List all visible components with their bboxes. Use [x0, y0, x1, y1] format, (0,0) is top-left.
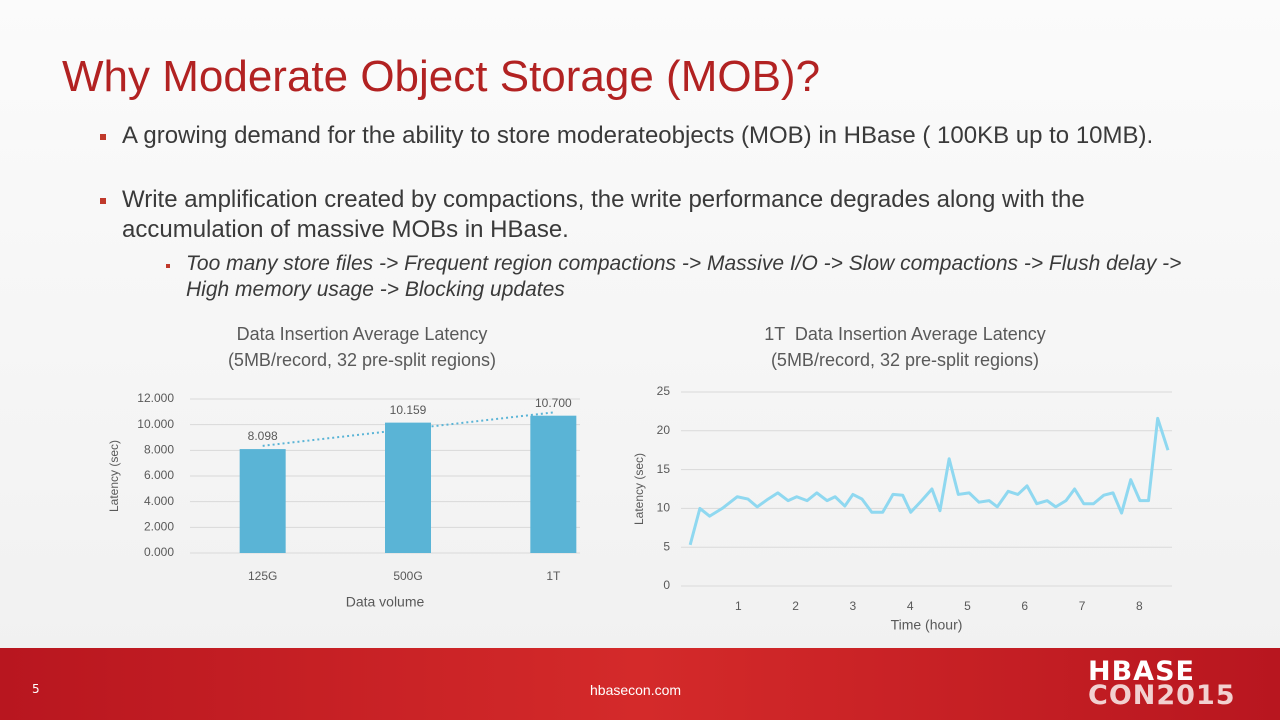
- footer: [0, 648, 1280, 720]
- trendline: [262, 411, 554, 447]
- chart-title: 1T Data Insertion Average Latency: [764, 324, 1046, 344]
- chart-title: Data Insertion Average Latency: [237, 324, 488, 344]
- x-tick-label: 1: [735, 599, 742, 613]
- sub-bullet: Too many store files -> Frequent region …: [186, 252, 1182, 301]
- sub-bullet-marker: [166, 264, 170, 268]
- slide-title: Why Moderate Object Storage (MOB)?: [62, 52, 821, 101]
- bullet-marker: [100, 134, 106, 140]
- data-label: 10.159: [390, 403, 427, 417]
- bar: [239, 449, 286, 553]
- y-tick-label: 15: [657, 462, 671, 476]
- x-axis-label: Data volume: [346, 594, 425, 610]
- y-tick-label: 0.000: [144, 545, 174, 559]
- x-tick-label: 500G: [393, 569, 422, 583]
- y-tick-label: 2.000: [144, 520, 174, 534]
- charts: Data Insertion Average Latency (5MB/recor…: [107, 324, 1172, 633]
- y-tick-label: 6.000: [144, 468, 174, 482]
- y-tick-label: 10.000: [137, 417, 174, 431]
- chart-subtitle: (5MB/record, 32 pre-split regions): [771, 350, 1039, 370]
- y-axis-label: Latency (sec): [107, 440, 121, 512]
- bullet: A growing demand for the ability to stor…: [122, 122, 1154, 149]
- x-tick-label: 7: [1079, 599, 1086, 613]
- data-label: 10.700: [535, 396, 572, 410]
- line: [688, 416, 1170, 546]
- bullet-marker: [100, 198, 106, 204]
- y-axis-label: Latency (sec): [632, 453, 646, 525]
- x-tick-label: 4: [907, 599, 914, 613]
- x-tick-label: 3: [850, 599, 857, 613]
- logo: CON2015: [1088, 680, 1236, 711]
- x-tick-label: 2: [792, 599, 799, 613]
- y-tick-label: 12.000: [137, 391, 174, 405]
- page-number: 5: [32, 682, 40, 696]
- bar: [530, 415, 577, 553]
- footer-site: hbasecon.com: [590, 682, 682, 698]
- x-tick-label: 1T: [546, 569, 561, 583]
- y-tick-label: 5: [663, 539, 670, 553]
- data-label: 8.098: [248, 429, 278, 443]
- bar: [385, 422, 431, 553]
- y-tick-label: 25: [657, 384, 671, 398]
- x-tick-label: 5: [964, 599, 971, 613]
- chart-subtitle: (5MB/record, 32 pre-split regions): [228, 350, 496, 370]
- y-tick-label: 0: [663, 578, 670, 592]
- y-tick-label: 8.000: [144, 443, 174, 457]
- logo: HBASE: [1088, 656, 1195, 687]
- x-axis-label: Time (hour): [891, 617, 963, 633]
- y-tick-label: 4.000: [144, 494, 174, 508]
- bullet: Write amplification created by compactio…: [122, 186, 1085, 243]
- x-tick-label: 6: [1021, 599, 1028, 613]
- y-tick-label: 20: [657, 423, 671, 437]
- x-tick-label: 8: [1136, 599, 1143, 613]
- x-tick-label: 125G: [248, 569, 277, 583]
- y-tick-label: 10: [657, 501, 671, 515]
